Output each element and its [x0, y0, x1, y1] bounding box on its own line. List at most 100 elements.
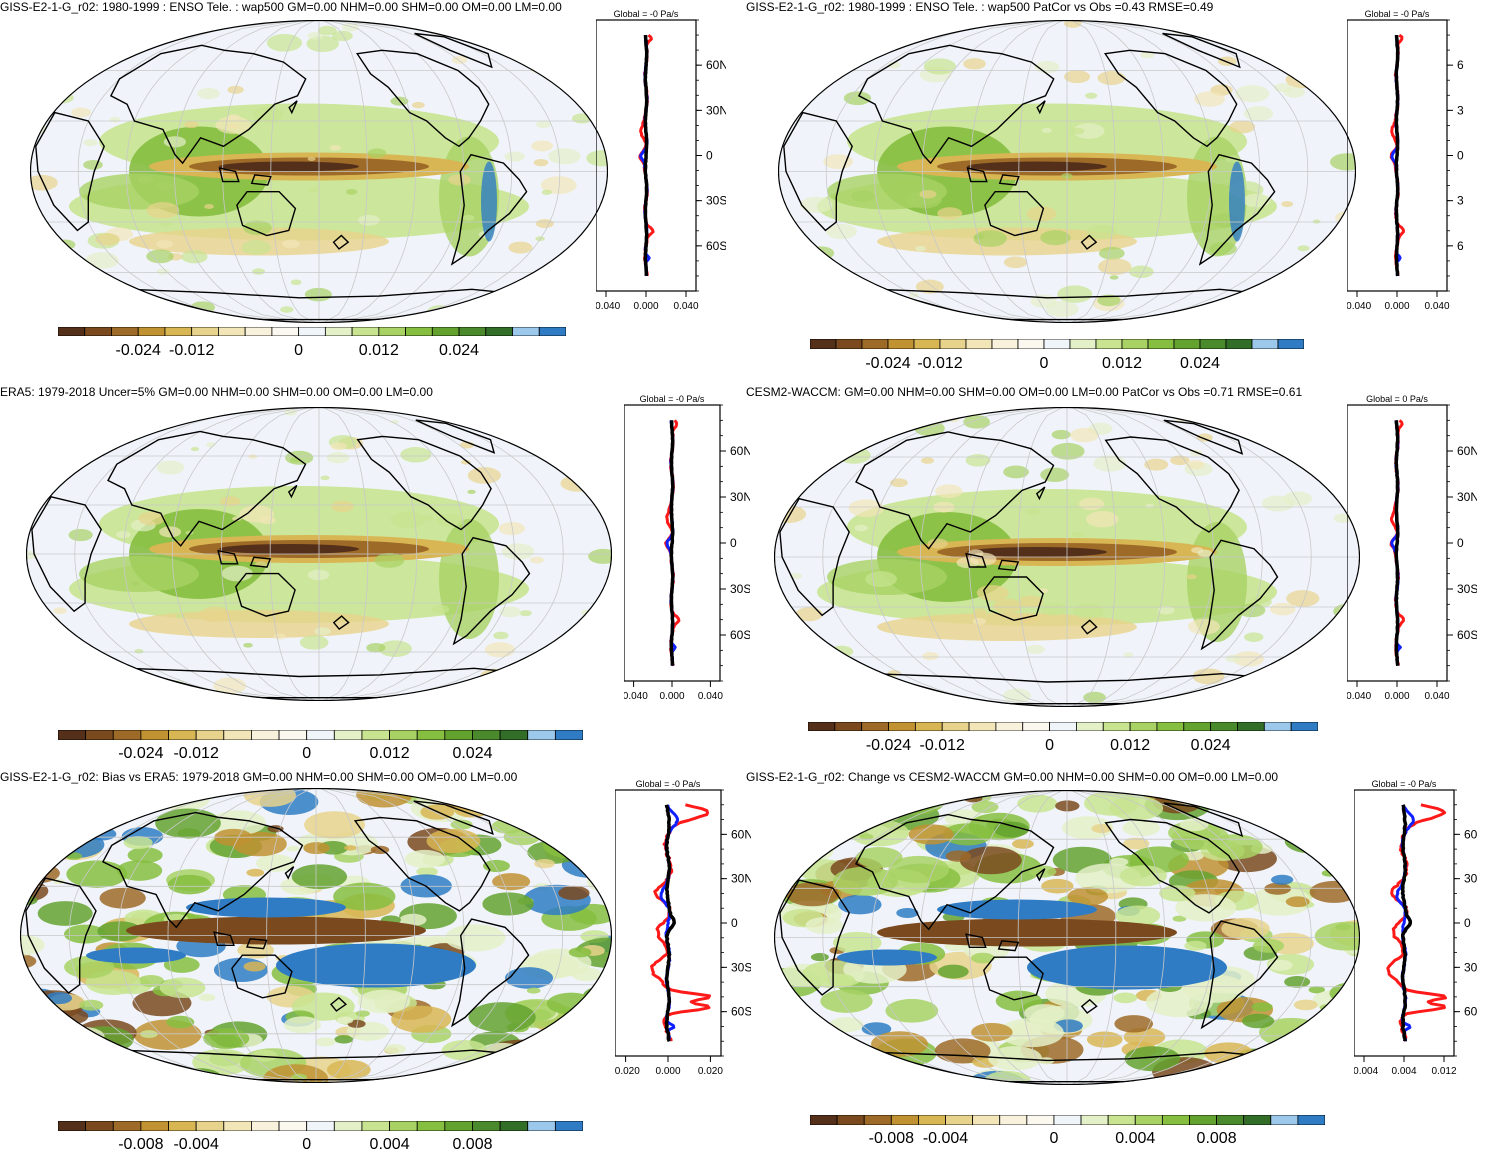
panel-title: GISS-E2-1-G_r02: Change vs CESM2-WACCM G…	[746, 770, 1279, 784]
colorbar-swatch	[164, 327, 193, 336]
panel-title: GISS-E2-1-G_r02: Bias vs ERA5: 1979-2018…	[0, 770, 518, 784]
colorbar-swatch	[251, 730, 280, 740]
zonal-mean-title: Global = -0 Pa/s	[1365, 9, 1430, 19]
colorbar-swatch	[1210, 722, 1238, 731]
colorbar-swatch	[1053, 1115, 1082, 1125]
colorbar-label: 0.024	[1179, 355, 1221, 372]
zonal-mean-title: Global = 0 Pa/s	[1366, 394, 1428, 404]
colorbar-swatch	[810, 1115, 838, 1125]
zonal-lat-label: 0	[1457, 149, 1464, 163]
colorbar-labels: -0.008 -0.004 0 0.004 0.008	[58, 1136, 583, 1156]
colorbar-swatch	[1243, 1115, 1272, 1125]
zonal-mean-plot: 60N 30N 0 30S 60S -0.040 0.000 0.040 Global = -0…	[624, 394, 750, 702]
colorbar-swatch	[168, 730, 197, 740]
colorbar-swatch	[140, 1121, 169, 1131]
colorbar-swatch	[137, 327, 166, 336]
colorbar-label: 0.004	[369, 1136, 410, 1153]
panel-title: GISS-E2-1-G_r02: 1980-1999 : ENSO Tele. …	[0, 0, 562, 14]
zonal-lat-label: 60S	[731, 1005, 751, 1019]
robinson-map	[30, 20, 608, 323]
zonal-lat-label: 0	[1457, 536, 1464, 550]
colorbar-swatch	[298, 327, 326, 336]
colorbar-swatch	[1076, 722, 1104, 731]
colorbar-swatch	[499, 1121, 529, 1131]
colorbar-swatch	[84, 327, 112, 336]
colorbar-swatch	[968, 722, 997, 731]
panel-title: GISS-E2-1-G_r02: 1980-1999 : ENSO Tele. …	[746, 0, 1214, 14]
colorbar-label: 0.008	[1196, 1130, 1237, 1147]
zonal-lat-label: 60N	[731, 827, 751, 841]
colorbar-swatch	[458, 327, 487, 336]
colorbar-swatch	[111, 327, 139, 336]
colorbar-swatch	[1297, 1115, 1325, 1125]
colorbar-swatch	[1049, 722, 1077, 731]
zonal-lat-label: 60N	[1457, 444, 1477, 458]
panel-5: GISS-E2-1-G_r02: Bias vs ERA5: 1979-2018…	[0, 770, 751, 1156]
colorbar-label: -0.012	[173, 745, 219, 762]
zonal-value-tick-label: 0.020	[698, 1066, 723, 1077]
colorbar-label: -0.012	[919, 737, 965, 754]
colorbar-swatch	[444, 730, 473, 740]
robinson-map	[774, 407, 1360, 707]
colorbar-swatch	[945, 1115, 974, 1125]
zonal-lat-label: 30N	[706, 103, 726, 117]
zonal-mean-title: Global = -0 Pa/s	[614, 9, 679, 19]
zonal-value-tick-label: -0.040	[1347, 301, 1372, 312]
colorbar-label: 0.012	[1101, 355, 1143, 372]
zonal-mean-plot: 60 30 0 30 60 -0.004 0.004 0.012 Global = -0 Pa/…	[1354, 779, 1478, 1077]
colorbar-label: 0	[294, 342, 304, 359]
zonal-value-tick-label: 0.000	[1384, 301, 1409, 312]
colorbar-swatch	[991, 339, 1019, 349]
colorbar-swatch	[431, 327, 460, 336]
colorbar-label: 0.024	[452, 745, 493, 762]
colorbar-swatch	[1199, 339, 1227, 349]
colorbar-swatch	[1107, 1115, 1136, 1125]
zonal-lat-label: 3	[1457, 103, 1464, 117]
colorbar-swatch	[1095, 339, 1123, 349]
colorbar	[808, 722, 1318, 731]
colorbar-swatch	[1189, 1115, 1217, 1125]
robinson-map	[778, 20, 1356, 323]
zonal-value-tick-label: 0.040	[1424, 691, 1449, 702]
panel-title: CESM2-WACCM: GM=0.00 NHM=0.00 SHM=0.00 O…	[746, 385, 1303, 399]
colorbar-label: 0	[1045, 737, 1055, 754]
colorbar-swatch	[485, 327, 513, 336]
zonal-lat-label: 0	[731, 916, 738, 930]
colorbar-swatch	[389, 730, 418, 740]
colorbar-swatch	[351, 327, 380, 336]
colorbar-label: 0	[302, 745, 312, 762]
colorbar-label: -0.024	[865, 355, 911, 372]
colorbar-label: 0	[1049, 1130, 1059, 1147]
zonal-value-tick-label: -0.040	[596, 301, 621, 312]
colorbar-label: -0.012	[917, 355, 963, 372]
colorbar-swatch	[999, 1115, 1028, 1125]
colorbar-swatch	[1026, 1115, 1055, 1125]
colorbar-swatch	[808, 722, 836, 731]
panel-1: GISS-E2-1-G_r02: 1980-1999 : ENSO Tele. …	[0, 0, 746, 385]
colorbar-swatch	[1161, 1115, 1190, 1125]
colorbar-swatch	[1277, 339, 1304, 349]
colorbar-label: -0.008	[118, 1136, 164, 1153]
colorbar-swatch	[195, 730, 225, 740]
colorbar	[58, 730, 583, 740]
colorbar-swatch	[887, 339, 915, 349]
colorbar-label: 0.008	[452, 1136, 493, 1153]
colorbar-swatch	[965, 339, 993, 349]
colorbar-swatch	[251, 1121, 280, 1131]
zonal-value-tick-label: 0.000	[659, 691, 684, 702]
colorbar-swatch	[1290, 722, 1318, 731]
colorbar-swatch	[1225, 339, 1253, 349]
colorbar-swatch	[444, 1121, 473, 1131]
zonal-lat-label: 0	[1464, 916, 1471, 930]
colorbar-swatch	[361, 730, 390, 740]
colorbar-swatch	[191, 327, 219, 336]
colorbar-swatch	[223, 730, 252, 740]
colorbar-swatch	[836, 1115, 865, 1125]
colorbar-label: -0.004	[173, 1136, 219, 1153]
colorbar-swatch	[1129, 722, 1158, 731]
colorbar-swatch	[861, 339, 889, 349]
colorbar-swatch	[218, 327, 246, 336]
colorbar-label: -0.008	[868, 1130, 914, 1147]
zonal-value-tick-label: -0.040	[624, 691, 648, 702]
zonal-value-tick-label: 0.000	[633, 301, 658, 312]
